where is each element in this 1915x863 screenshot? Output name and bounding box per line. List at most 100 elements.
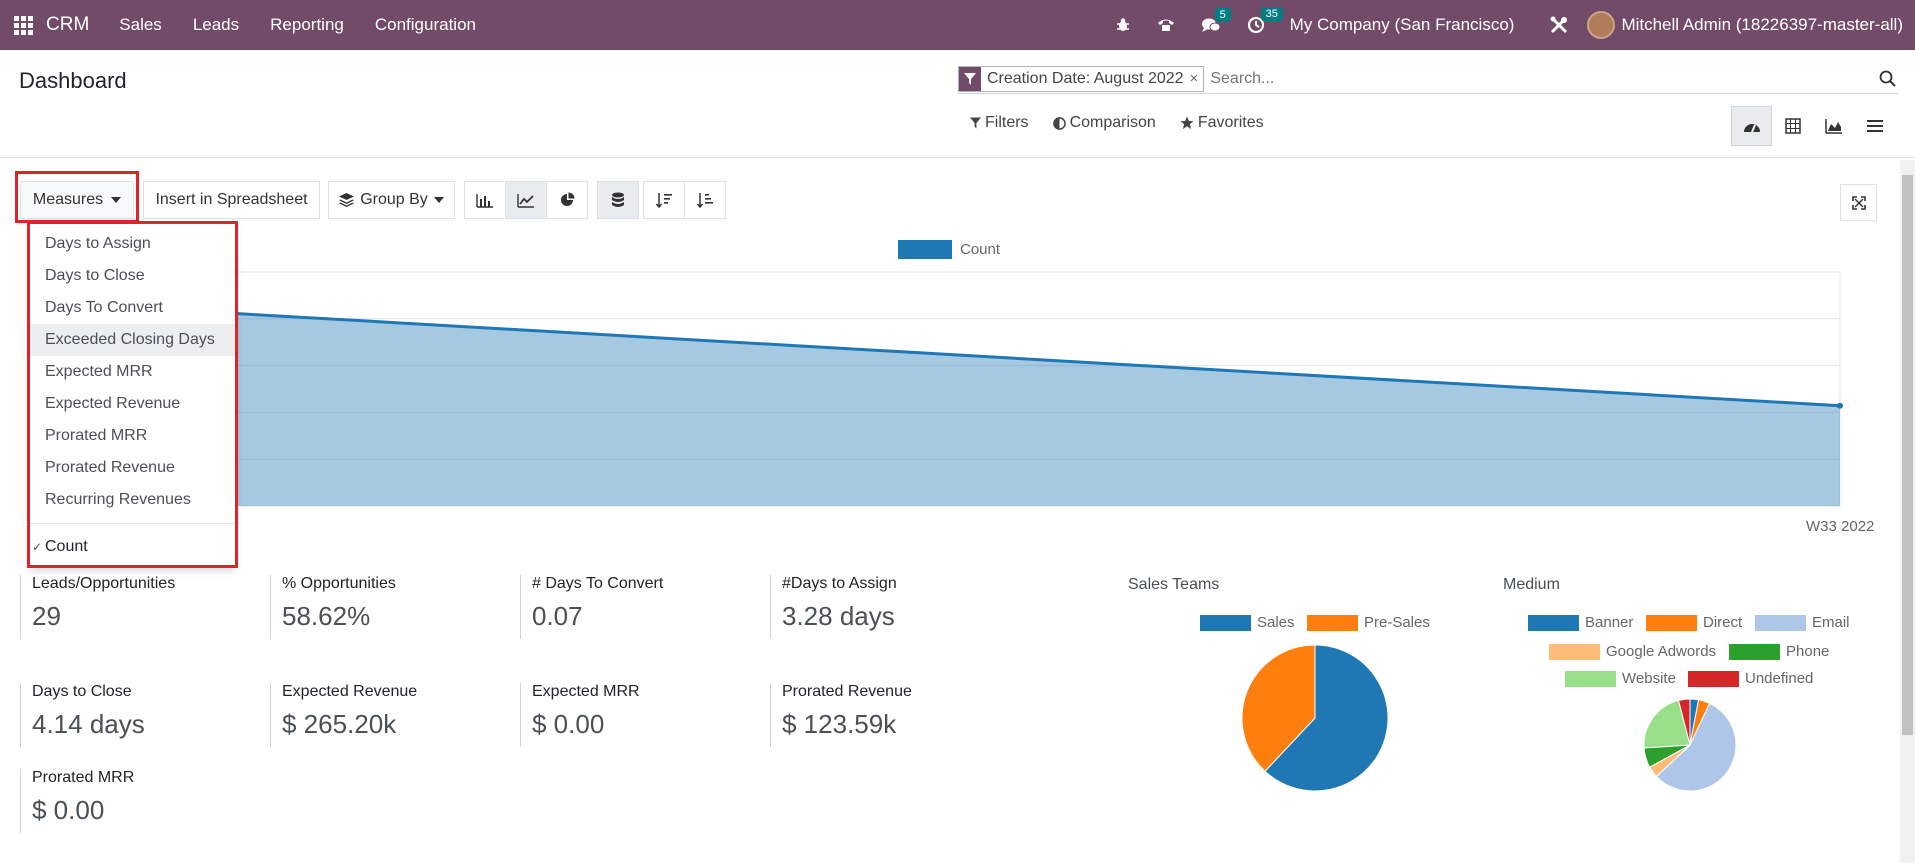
apps-menu-icon[interactable] bbox=[0, 0, 46, 50]
legend-item-email[interactable]: Email bbox=[1755, 614, 1850, 631]
measure-count[interactable]: ✓ Count bbox=[30, 531, 235, 563]
kpi-label: Leads/Opportunities bbox=[32, 575, 176, 592]
facet-value: Creation Date: August 2022 bbox=[987, 69, 1184, 87]
measures-button-highlight bbox=[15, 171, 139, 223]
kpi-prorated-mrr[interactable]: Prorated MRR $ 0.00 bbox=[20, 769, 134, 833]
menu-reporting[interactable]: Reporting bbox=[270, 15, 344, 34]
filters-button[interactable]: Filters bbox=[970, 114, 1029, 132]
measure-prorated-mrr[interactable]: Prorated MRR bbox=[45, 427, 148, 444]
menu-sales[interactable]: Sales bbox=[119, 15, 162, 34]
expand-icon bbox=[1851, 195, 1866, 210]
legend-item-pre-sales[interactable]: Pre-Sales bbox=[1307, 614, 1430, 631]
legend-swatch bbox=[1549, 643, 1600, 660]
area-fill bbox=[95, 305, 1840, 506]
top-navbar: CRM Sales Leads Reporting Configuration … bbox=[0, 0, 1915, 50]
measure-expected-revenue[interactable]: Expected Revenue bbox=[45, 395, 181, 412]
kpi-prorated-revenue[interactable]: Prorated Revenue $ 123.59k bbox=[770, 683, 912, 747]
sort-ascending-icon bbox=[697, 193, 713, 208]
measures-dropdown-highlight bbox=[27, 221, 238, 568]
insert-spreadsheet-button[interactable]: Insert in Spreadsheet bbox=[143, 181, 320, 219]
measure-days-to-close[interactable]: Days to Close bbox=[45, 267, 145, 284]
measure-expected-mrr[interactable]: Expected MRR bbox=[45, 363, 153, 380]
facet-remove-icon[interactable]: × bbox=[1189, 70, 1199, 87]
messages-icon[interactable]: 5 bbox=[1201, 7, 1231, 34]
area-chart-icon bbox=[1824, 119, 1842, 134]
line-chart-button[interactable] bbox=[505, 181, 547, 219]
tools-icon[interactable] bbox=[1549, 15, 1569, 35]
legend-swatch bbox=[898, 240, 952, 259]
kpi-expected-mrr[interactable]: Expected MRR $ 0.00 bbox=[520, 683, 640, 747]
kpi-value: 58.62% bbox=[282, 601, 371, 631]
measures-label: Measures bbox=[32, 191, 104, 208]
legend-label: Banner bbox=[1585, 614, 1634, 631]
legend-item-phone[interactable]: Phone bbox=[1729, 643, 1829, 660]
stacked-button[interactable] bbox=[597, 181, 639, 219]
pie-chart-icon bbox=[561, 192, 575, 206]
avatar[interactable] bbox=[1587, 11, 1616, 39]
kpi-label: % Opportunities bbox=[282, 575, 396, 592]
filter-icon bbox=[959, 66, 981, 91]
legend-item-direct[interactable]: Direct bbox=[1646, 614, 1742, 631]
kpi-value: $ 0.00 bbox=[32, 795, 105, 825]
phone-icon[interactable] bbox=[1157, 17, 1175, 33]
legend-label: Count bbox=[960, 241, 1001, 258]
measure-exceeded-closing-days[interactable]: Exceeded Closing Days bbox=[30, 324, 235, 356]
bar-chart-button[interactable] bbox=[464, 181, 506, 219]
bug-icon[interactable] bbox=[1115, 17, 1131, 33]
company-switcher[interactable]: My Company (San Francisco) bbox=[1289, 15, 1515, 34]
legend-item-banner[interactable]: Banner bbox=[1528, 614, 1633, 631]
activities-icon[interactable]: 35 bbox=[1247, 7, 1283, 34]
kpi-label: Expected Revenue bbox=[282, 683, 418, 700]
chart-legend[interactable]: Count bbox=[898, 240, 1000, 259]
list-icon bbox=[1866, 120, 1883, 132]
kpi-days-to-close[interactable]: Days to Close 4.14 days bbox=[20, 683, 145, 747]
pie-slice-sales bbox=[1264, 644, 1389, 792]
legend-item-google-adwords[interactable]: Google Adwords bbox=[1549, 643, 1716, 660]
sort-ascending-button[interactable] bbox=[684, 181, 726, 219]
legend-item-undefined[interactable]: Undefined bbox=[1688, 670, 1813, 687]
legend-item-website[interactable]: Website bbox=[1565, 670, 1676, 687]
medium-pie bbox=[1643, 698, 1737, 792]
caret-down-icon bbox=[433, 197, 444, 203]
graph-view-button[interactable] bbox=[1813, 106, 1854, 146]
legend-label: Phone bbox=[1786, 643, 1830, 660]
scrollbar-thumb[interactable] bbox=[1902, 175, 1913, 735]
measures-button[interactable]: Measures bbox=[20, 181, 134, 219]
comparison-label: Comparison bbox=[1069, 114, 1156, 131]
filters-label: Filters bbox=[985, 114, 1029, 131]
measure-days-to-assign[interactable]: Days to Assign bbox=[45, 235, 151, 252]
dashboard-icon bbox=[1743, 124, 1760, 133]
measure-prorated-revenue[interactable]: Prorated Revenue bbox=[45, 459, 175, 476]
legend-swatch bbox=[1307, 614, 1358, 631]
sales-teams-title: Sales Teams bbox=[1128, 576, 1220, 593]
legend-swatch bbox=[1688, 670, 1739, 687]
group-by-button[interactable]: Group By bbox=[328, 181, 455, 219]
comparison-button[interactable]: Comparison bbox=[1052, 114, 1156, 132]
list-view-button[interactable] bbox=[1854, 106, 1895, 146]
dashboard-view-button[interactable] bbox=[1731, 106, 1772, 146]
kpi-percent-opportunities[interactable]: % Opportunities 58.62% bbox=[270, 575, 396, 639]
measure-recurring-revenues[interactable]: Recurring Revenues bbox=[45, 491, 191, 508]
fullscreen-button[interactable] bbox=[1840, 184, 1877, 221]
menu-configuration[interactable]: Configuration bbox=[374, 15, 476, 34]
menu-leads[interactable]: Leads bbox=[192, 15, 240, 34]
measure-days-to-convert[interactable]: Days To Convert bbox=[45, 299, 163, 316]
data-point bbox=[1837, 402, 1843, 409]
kpi-value: 0.07 bbox=[532, 601, 583, 631]
pie-chart-button[interactable] bbox=[546, 181, 588, 219]
kpi-expected-revenue[interactable]: Expected Revenue $ 265.20k bbox=[270, 683, 417, 747]
legend-label: Pre-Sales bbox=[1364, 614, 1430, 631]
filter-icon bbox=[970, 117, 981, 129]
sort-descending-button[interactable] bbox=[643, 181, 685, 219]
kpi-days-to-assign[interactable]: #Days to Assign 3.28 days bbox=[770, 575, 897, 639]
favorites-button[interactable]: Favorites bbox=[1180, 114, 1264, 132]
pie-slice-undefined bbox=[1677, 698, 1691, 746]
kpi-days-to-convert[interactable]: # Days To Convert 0.07 bbox=[520, 575, 663, 639]
search-input[interactable] bbox=[1210, 69, 1811, 88]
search-icon[interactable] bbox=[1879, 70, 1896, 92]
app-brand[interactable]: CRM bbox=[46, 14, 90, 35]
legend-item-sales[interactable]: Sales bbox=[1200, 614, 1295, 631]
pivot-view-button[interactable] bbox=[1772, 106, 1813, 146]
kpi-leads-opportunities[interactable]: Leads/Opportunities 29 bbox=[20, 575, 175, 639]
user-menu[interactable]: Mitchell Admin (18226397-master-all) bbox=[1621, 15, 1903, 34]
